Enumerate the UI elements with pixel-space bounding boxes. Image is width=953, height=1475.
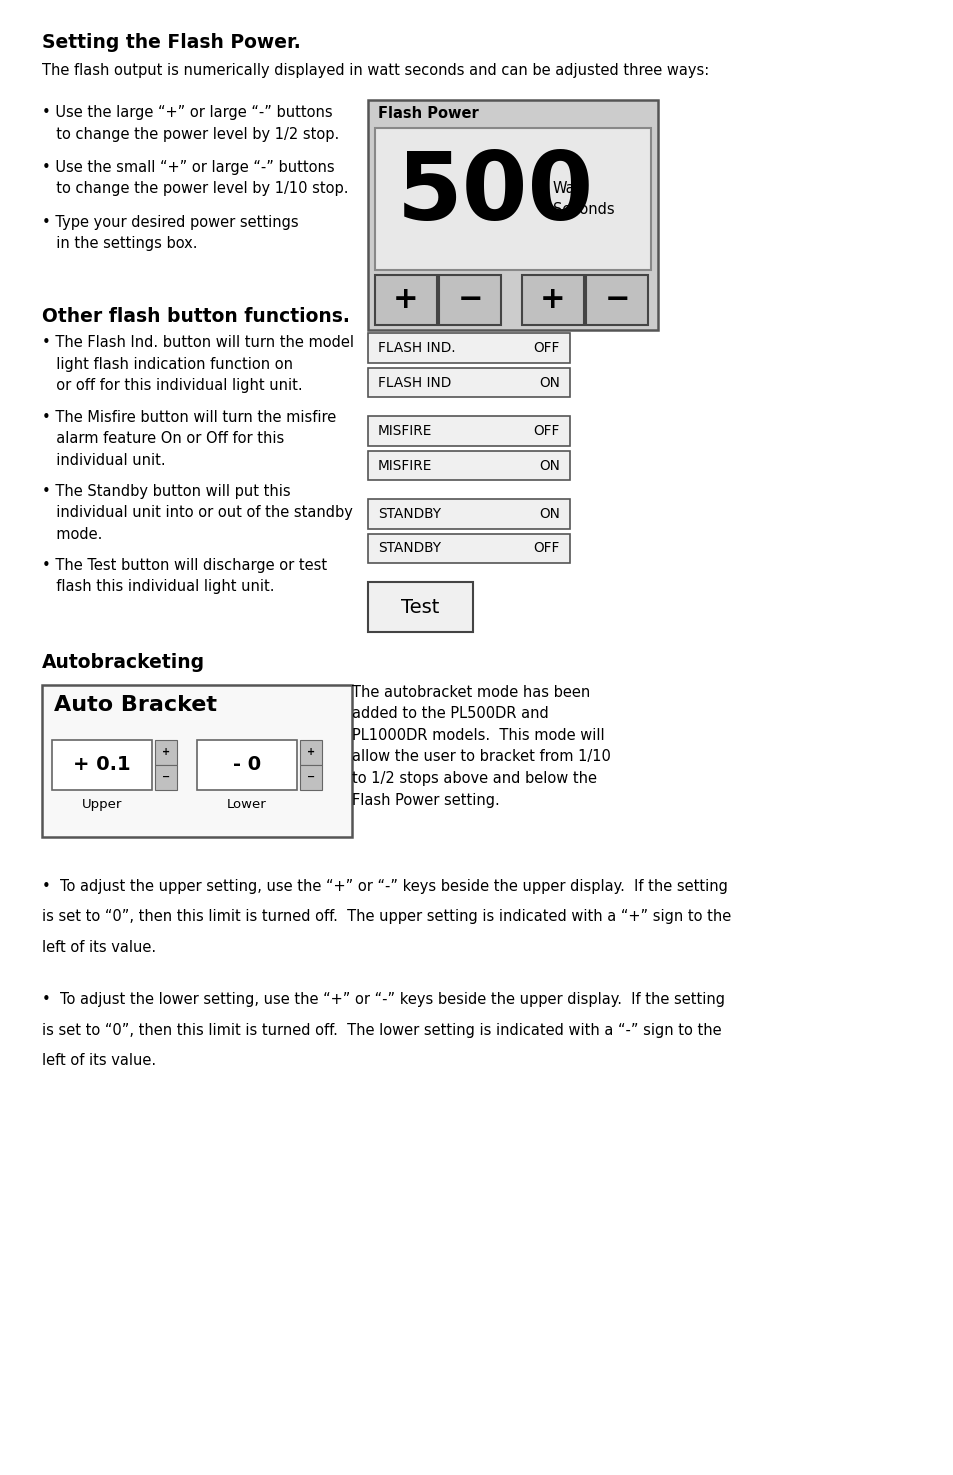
Text: Auto Bracket: Auto Bracket — [54, 695, 216, 715]
Text: + 0.1: + 0.1 — [73, 755, 131, 774]
Bar — [586, 274, 647, 324]
Text: −: − — [307, 773, 314, 782]
Bar — [368, 451, 569, 481]
Bar — [299, 764, 322, 789]
Text: • The Standby button will put this: • The Standby button will put this — [42, 484, 291, 499]
Text: Test: Test — [401, 597, 439, 617]
Bar — [368, 100, 658, 330]
Text: −: − — [457, 286, 482, 314]
Text: FLASH IND: FLASH IND — [377, 376, 451, 389]
Text: −: − — [604, 286, 629, 314]
Text: • Type your desired power settings: • Type your desired power settings — [42, 215, 298, 230]
Text: Upper: Upper — [82, 798, 122, 811]
Bar — [368, 367, 569, 397]
Text: MISFIRE: MISFIRE — [377, 459, 432, 472]
Text: or off for this individual light unit.: or off for this individual light unit. — [47, 379, 302, 394]
Text: STANDBY: STANDBY — [377, 507, 440, 521]
Text: The flash output is numerically displayed in watt seconds and can be adjusted th: The flash output is numerically displaye… — [42, 63, 708, 78]
Text: +: + — [162, 748, 170, 757]
Text: flash this individual light unit.: flash this individual light unit. — [47, 580, 274, 594]
Text: Other flash button functions.: Other flash button functions. — [42, 307, 350, 326]
Bar — [196, 739, 296, 789]
Text: • Use the small “+” or large “-” buttons: • Use the small “+” or large “-” buttons — [42, 159, 335, 176]
Text: left of its value.: left of its value. — [42, 940, 156, 954]
Bar — [368, 333, 569, 363]
Text: •  To adjust the lower setting, use the “+” or “-” keys beside the upper display: • To adjust the lower setting, use the “… — [42, 993, 724, 1007]
Bar — [375, 274, 436, 324]
Text: ON: ON — [538, 459, 559, 472]
Bar — [375, 128, 650, 270]
Text: ON: ON — [538, 507, 559, 521]
Bar — [299, 739, 322, 764]
Bar — [521, 274, 583, 324]
Text: to change the power level by 1/10 stop.: to change the power level by 1/10 stop. — [47, 181, 348, 196]
Text: Setting the Flash Power.: Setting the Flash Power. — [42, 32, 300, 52]
Text: Autobracketing: Autobracketing — [42, 652, 205, 671]
Text: to change the power level by 1/2 stop.: to change the power level by 1/2 stop. — [47, 127, 339, 142]
Text: • The Misfire button will turn the misfire: • The Misfire button will turn the misfi… — [42, 410, 335, 425]
Text: light flash indication function on: light flash indication function on — [47, 357, 293, 372]
Bar — [52, 739, 152, 789]
Text: Lower: Lower — [227, 798, 267, 811]
Text: individual unit.: individual unit. — [47, 453, 166, 468]
Text: is set to “0”, then this limit is turned off.  The lower setting is indicated wi: is set to “0”, then this limit is turned… — [42, 1022, 720, 1038]
Bar — [439, 274, 500, 324]
Text: •  To adjust the upper setting, use the “+” or “-” keys beside the upper display: • To adjust the upper setting, use the “… — [42, 879, 727, 894]
Text: mode.: mode. — [47, 527, 102, 541]
Bar — [368, 499, 569, 528]
Text: STANDBY: STANDBY — [377, 541, 440, 556]
Text: alarm feature On or Off for this: alarm feature On or Off for this — [47, 431, 284, 445]
Text: 500: 500 — [396, 148, 594, 240]
Text: +: + — [393, 286, 418, 314]
Text: MISFIRE: MISFIRE — [377, 425, 432, 438]
Bar — [154, 739, 177, 764]
Text: +: + — [539, 286, 565, 314]
Text: ON: ON — [538, 376, 559, 389]
Text: The autobracket mode has been
added to the PL500DR and
PL1000DR models.  This mo: The autobracket mode has been added to t… — [352, 684, 610, 808]
Text: individual unit into or out of the standby: individual unit into or out of the stand… — [47, 506, 353, 521]
Text: Watt
Seconds: Watt Seconds — [553, 181, 614, 217]
Text: left of its value.: left of its value. — [42, 1053, 156, 1068]
Text: Flash Power: Flash Power — [377, 106, 478, 121]
Text: - 0: - 0 — [233, 755, 261, 774]
Text: • The Test button will discharge or test: • The Test button will discharge or test — [42, 558, 327, 572]
Text: FLASH IND.: FLASH IND. — [377, 341, 456, 355]
Bar — [154, 764, 177, 789]
Bar — [368, 534, 569, 563]
Text: • Use the large “+” or large “-” buttons: • Use the large “+” or large “-” buttons — [42, 105, 333, 119]
Text: • The Flash Ind. button will turn the model: • The Flash Ind. button will turn the mo… — [42, 335, 354, 351]
Text: OFF: OFF — [533, 541, 559, 556]
Text: +: + — [307, 748, 314, 757]
Bar — [368, 416, 569, 445]
Text: −: − — [162, 773, 170, 782]
Text: OFF: OFF — [533, 341, 559, 355]
Bar — [42, 684, 352, 836]
Bar — [368, 583, 473, 633]
Text: in the settings box.: in the settings box. — [47, 236, 197, 251]
Text: is set to “0”, then this limit is turned off.  The upper setting is indicated wi: is set to “0”, then this limit is turned… — [42, 909, 731, 925]
Text: OFF: OFF — [533, 425, 559, 438]
